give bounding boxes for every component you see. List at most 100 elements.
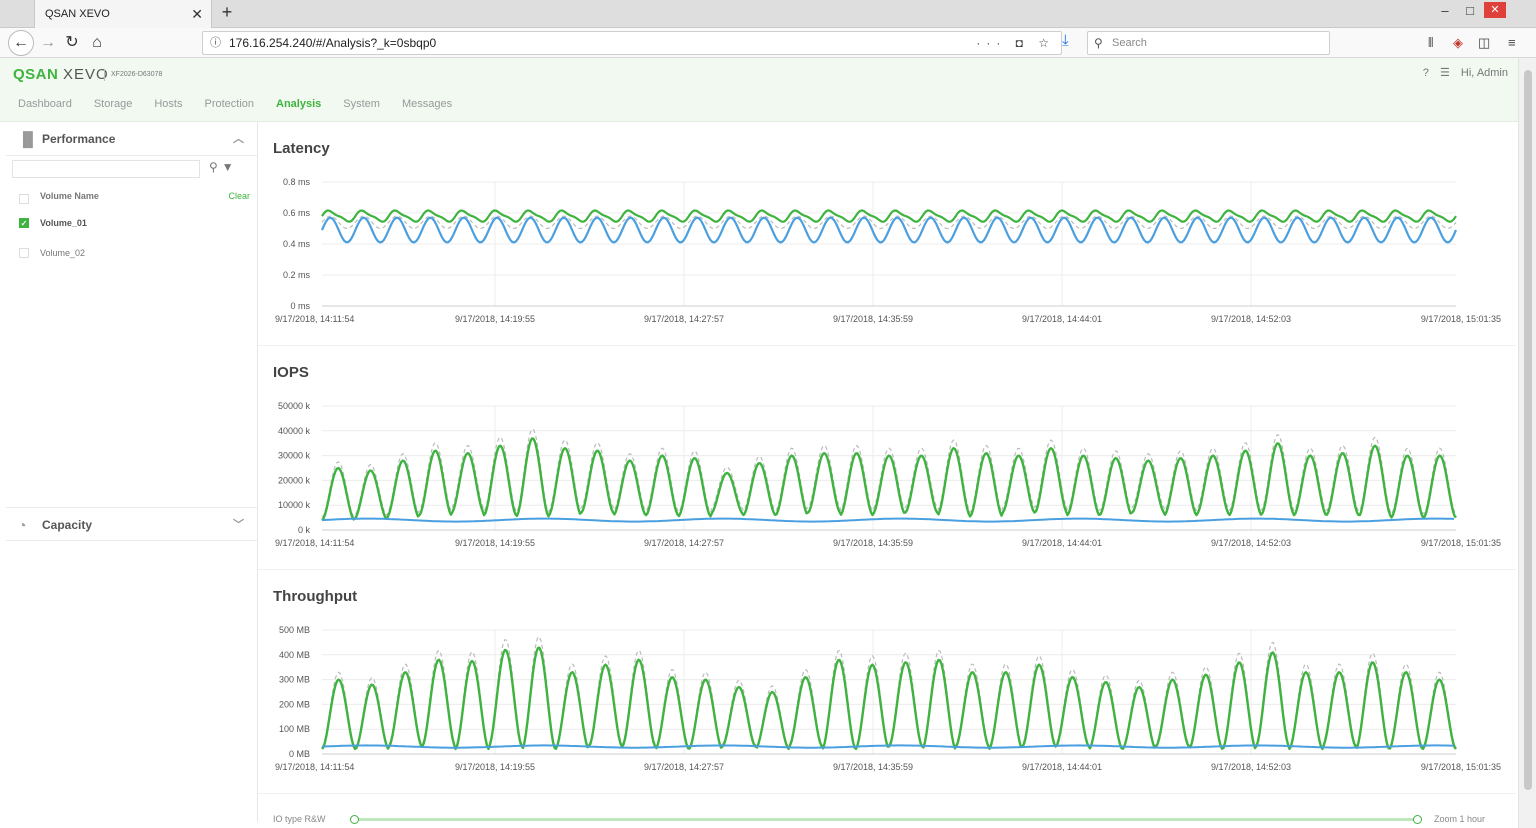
x-tick-label: 9/17/2018, 14:19:55 — [455, 762, 535, 772]
y-tick-label: 10000 k — [278, 500, 311, 510]
search-icon: ⚲ — [1094, 36, 1103, 50]
menu-item-hosts[interactable]: Hosts — [154, 98, 183, 110]
browser-navbar: ← → ↻ ⌂ ⓘ 176.16.254.240/#/Analysis?_k=0… — [0, 28, 1536, 58]
user-menu[interactable]: Hi, Admin — [1460, 67, 1508, 79]
page-scrollbar[interactable] — [1518, 58, 1536, 828]
sidebar: ▐▌ Performance ︿ ⚲▼ Volume Name Clear ✓ … — [6, 122, 258, 822]
latency-chart: 0 ms 0.2 ms 0.4 ms 0.6 ms 0.8 ms 9/17/2018, 1… — [275, 177, 1501, 324]
pie-chart-icon: ◔ — [18, 517, 27, 533]
menu-item-dashboard[interactable]: Dashboard — [18, 98, 72, 110]
menu-item-storage[interactable]: Storage — [93, 98, 133, 110]
x-tick-label: 9/17/2018, 14:27:57 — [644, 314, 724, 324]
y-tick-label: 0 ms — [290, 301, 310, 311]
url-text: 176.16.254.240/#/Analysis?_k=0sbqp0 — [229, 36, 437, 50]
app-logo[interactable]: QSAN XEVO — [13, 66, 109, 83]
notifications-icon[interactable]: ☰ — [1439, 67, 1450, 79]
y-tick-label: 500 MB — [279, 625, 310, 635]
help-icon[interactable]: ? — [1422, 67, 1429, 79]
new-tab-icon[interactable]: + — [221, 2, 233, 22]
shield-icon[interactable]: ◈ — [1453, 35, 1463, 50]
volume-list-header: Volume Name Clear — [6, 184, 258, 208]
back-icon[interactable]: ← — [8, 30, 34, 56]
model-label: XF2026-D63078 — [104, 69, 162, 81]
chevron-up-icon[interactable]: ︿ — [233, 133, 244, 145]
browser-tabbar: QSAN XEVO ✕ + – □ ✕ — [0, 0, 1536, 28]
menu-item-system[interactable]: System — [343, 98, 380, 110]
x-tick-label: 9/17/2018, 14:52:03 — [1211, 762, 1291, 772]
x-tick-label: 9/17/2018, 14:35:59 — [833, 538, 913, 548]
x-tick-label: 9/17/2018, 14:52:03 — [1211, 538, 1291, 548]
x-tick-label: 9/17/2018, 14:52:03 — [1211, 314, 1291, 324]
app-header: QSAN XEVO XF2026-D63078 ? ☰ Hi, Admin Da… — [0, 58, 1518, 122]
time-range-footer: IO type R&W Zoom 1 hour — [258, 808, 1516, 828]
download-icon[interactable]: ⤓ — [1062, 32, 1069, 49]
zoom-select[interactable]: Zoom 1 hour — [1434, 814, 1486, 824]
y-tick-label: 50000 k — [278, 401, 311, 411]
x-tick-label: 9/17/2018, 15:01:35 — [1421, 762, 1501, 772]
latency-series-line — [321, 209, 1457, 223]
y-tick-label: 0 k — [298, 525, 311, 535]
x-tick-label: 9/17/2018, 14:11:54 — [275, 762, 354, 772]
browser-search-input[interactable]: ⚲ Search — [1087, 31, 1330, 55]
scrollbar-thumb[interactable] — [1524, 70, 1532, 790]
x-tick-label: 9/17/2018, 14:11:54 — [275, 314, 354, 324]
select-all-checkbox[interactable] — [19, 194, 29, 204]
volume-checkbox[interactable] — [19, 248, 29, 258]
filter-icon[interactable]: ▼ — [221, 160, 238, 174]
latency-series-line — [320, 216, 1458, 244]
volume-row[interactable]: Volume_02 — [6, 238, 258, 268]
read-series-line — [321, 517, 1455, 523]
iops-chart: 0 k 10000 k 20000 k 30000 k 40000 k 50000 k 9/… — [275, 401, 1501, 548]
y-tick-label: 40000 k — [278, 426, 311, 436]
minimize-icon[interactable]: – — [1441, 3, 1449, 18]
capacity-section-header[interactable]: ◔ Capacity ﹀ — [6, 507, 258, 541]
slider-start-handle[interactable] — [350, 815, 359, 824]
library-icon[interactable]: ⫴ — [1428, 35, 1434, 50]
analysis-main: Latency 0 ms 0.2 ms 0.4 ms 0.6 ms 0.8 ms 9/17… — [258, 122, 1516, 822]
x-tick-label: 9/17/2018, 14:44:01 — [1022, 538, 1102, 548]
browser-tab[interactable]: QSAN XEVO ✕ — [34, 0, 212, 28]
sidebar-toggle-icon[interactable]: ◫ — [1478, 35, 1491, 50]
x-tick-label: 9/17/2018, 14:44:01 — [1022, 762, 1102, 772]
y-tick-label: 0.4 ms — [283, 239, 311, 249]
y-tick-label: 30000 k — [278, 451, 311, 461]
url-bar[interactable]: ⓘ 176.16.254.240/#/Analysis?_k=0sbqp0 ··… — [202, 31, 1062, 55]
y-tick-label: 20000 k — [278, 475, 311, 485]
info-icon[interactable]: ⓘ — [210, 37, 221, 49]
forward-icon[interactable]: → — [40, 34, 56, 51]
main-menu: Dashboard Storage Hosts Protection Analysis S… — [18, 98, 474, 110]
brand-xevo: XEVO — [63, 66, 109, 83]
home-icon[interactable]: ⌂ — [92, 34, 102, 51]
chevron-down-icon[interactable]: ﹀ — [233, 519, 244, 531]
y-tick-label: 300 MB — [279, 675, 310, 685]
brand-qsan: QSAN — [13, 66, 59, 83]
page-actions-icon[interactable]: ··· ◘ ☆ — [976, 36, 1055, 50]
menu-item-analysis[interactable]: Analysis — [276, 98, 322, 110]
x-tick-label: 9/17/2018, 14:11:54 — [275, 538, 354, 548]
volume-filter-input[interactable] — [12, 160, 200, 178]
maximize-icon[interactable]: □ — [1466, 3, 1474, 18]
search-placeholder: Search — [1112, 37, 1147, 49]
menu-item-messages[interactable]: Messages — [401, 98, 453, 110]
io-type-select[interactable]: IO type R&W — [273, 814, 326, 824]
volume-row[interactable]: ✓ Volume_01 — [6, 208, 258, 238]
throughput-title: Throughput — [273, 588, 358, 605]
slider-end-handle[interactable] — [1413, 815, 1422, 824]
close-tab-icon[interactable]: ✕ — [191, 6, 203, 22]
latency-panel: Latency 0 ms 0.2 ms 0.4 ms 0.6 ms 0.8 ms 9/17… — [258, 122, 1516, 346]
time-range-slider[interactable] — [354, 818, 1418, 821]
search-icon[interactable]: ⚲ — [209, 160, 222, 174]
capacity-label: Capacity — [42, 518, 93, 532]
window-close-icon[interactable]: ✕ — [1484, 2, 1506, 18]
menu-item-protection[interactable]: Protection — [204, 98, 255, 110]
latency-title: Latency — [273, 140, 330, 157]
iops-title: IOPS — [273, 364, 309, 381]
clear-link[interactable]: Clear — [228, 191, 250, 201]
y-tick-label: 0.8 ms — [283, 177, 311, 187]
performance-section-header[interactable]: ▐▌ Performance ︿ — [6, 122, 258, 156]
volume-checkbox-checked[interactable]: ✓ — [19, 218, 29, 228]
hamburger-menu-icon[interactable]: ≡ — [1508, 35, 1516, 50]
x-tick-label: 9/17/2018, 14:19:55 — [455, 538, 535, 548]
reload-icon[interactable]: ↻ — [65, 34, 79, 51]
iops-panel: IOPS 0 k 10000 k 20000 k 30000 k 40000 k 5000… — [258, 346, 1516, 570]
